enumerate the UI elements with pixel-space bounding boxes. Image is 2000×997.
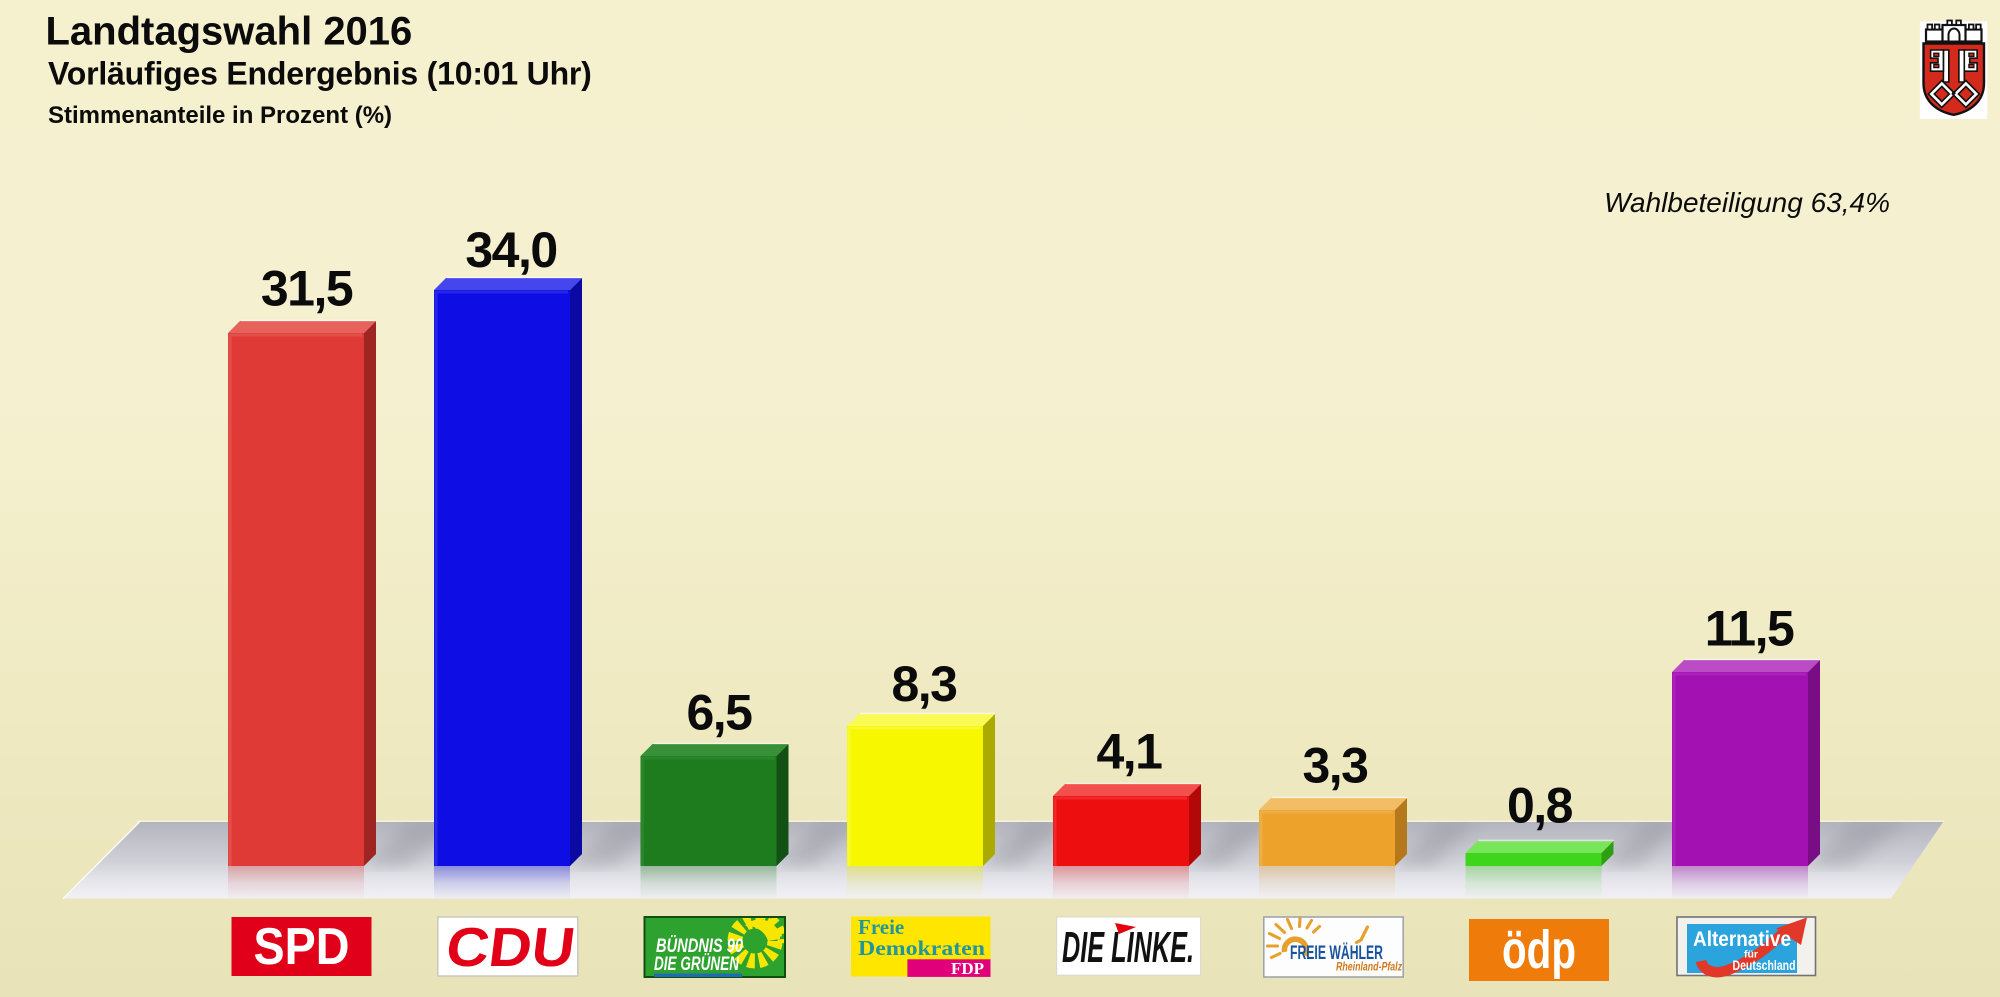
svg-text:6,5: 6,5 [686, 685, 752, 741]
svg-text:8,3: 8,3 [891, 656, 956, 712]
svg-text:Rheinland-Pfalz: Rheinland-Pfalz [1336, 960, 1402, 974]
svg-text:34,0: 34,0 [465, 222, 556, 278]
svg-text:Stimmenanteile in Prozent (%): Stimmenanteile in Prozent (%) [48, 102, 392, 129]
svg-text:Demokraten: Demokraten [858, 936, 985, 960]
svg-text:DIE GRÜNEN: DIE GRÜNEN [654, 954, 740, 975]
svg-text:Freie: Freie [858, 915, 904, 939]
svg-text:0,8: 0,8 [1507, 778, 1573, 834]
svg-text:11,5: 11,5 [1705, 601, 1794, 657]
svg-text:Vorläufiges Endergebnis (10:01: Vorläufiges Endergebnis (10:01 Uhr) [48, 56, 592, 92]
svg-text:für: für [1744, 949, 1758, 961]
svg-text:Deutschland: Deutschland [1733, 957, 1796, 973]
svg-text:Alternative: Alternative [1693, 928, 1791, 951]
svg-text:CDU: CDU [443, 916, 579, 978]
svg-text:DIE LINKE.: DIE LINKE. [1062, 923, 1194, 972]
svg-text:31,5: 31,5 [261, 261, 353, 317]
svg-text:4,1: 4,1 [1096, 724, 1162, 780]
svg-text:SPD: SPD [254, 918, 350, 976]
svg-text:Landtagswahl 2016: Landtagswahl 2016 [46, 10, 413, 54]
svg-text:BÜNDNIS 90: BÜNDNIS 90 [656, 936, 743, 957]
svg-text:ödp: ödp [1502, 920, 1576, 980]
svg-text:FREIE WÄHLER: FREIE WÄHLER [1290, 941, 1383, 964]
svg-text:3,3: 3,3 [1302, 738, 1367, 794]
svg-text:Wahlbeteiligung 63,4%: Wahlbeteiligung 63,4% [1604, 187, 1890, 218]
svg-text:FDP: FDP [951, 959, 984, 978]
